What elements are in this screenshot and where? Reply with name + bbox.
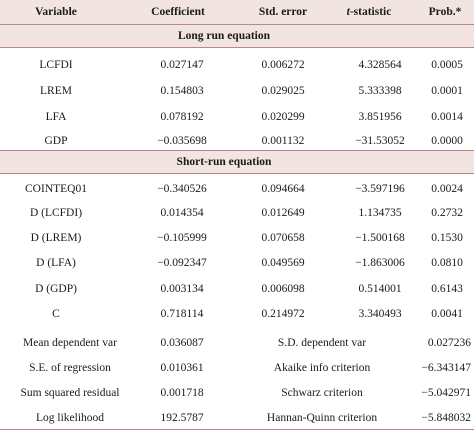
stat-value: 0.036087 <box>160 337 204 349</box>
stat-value: −6.343147 <box>421 362 471 374</box>
stat-value: 0.027236 <box>427 337 471 349</box>
stat-value: 0.001718 <box>160 387 204 399</box>
variable-name: D (LFA) <box>36 257 76 269</box>
std-error-value: 0.012649 <box>261 207 305 219</box>
rule <box>0 150 474 151</box>
stat-label: S.E. of regression <box>29 362 111 374</box>
coefficient-value: 0.078192 <box>160 111 204 123</box>
section-title-short-run: Short-run equation <box>176 156 272 168</box>
coefficient-value: 0.003134 <box>160 283 204 295</box>
variable-name: LREM <box>40 85 72 97</box>
col-header-prob: Prob.* <box>428 6 462 18</box>
prob-value: 0.0024 <box>431 183 463 195</box>
std-error-value: 0.006098 <box>261 283 305 295</box>
stat-value: 0.010361 <box>160 362 204 374</box>
variable-name: D (GDP) <box>35 283 77 295</box>
section-band-long-run <box>0 25 474 47</box>
stat-value: 192.5787 <box>160 412 204 424</box>
coefficient-value: 0.718114 <box>160 308 204 320</box>
t-statistic-value: −3.597196 <box>355 183 405 195</box>
rule <box>0 173 474 174</box>
t-statistic-value: 5.333398 <box>358 85 402 97</box>
coefficient-value: −0.105999 <box>157 232 207 244</box>
variable-name: D (LREM) <box>30 232 82 244</box>
col-header-coefficient: Coefficient <box>151 6 205 18</box>
t-rest: -statistic <box>349 6 392 18</box>
stat-label: S.D. dependent var <box>277 337 367 349</box>
col-header-variable: Variable <box>35 6 77 18</box>
prob-value: 0.0014 <box>431 111 463 123</box>
coefficient-value: 0.154803 <box>160 85 204 97</box>
stat-label: Hannan-Quinn criterion <box>266 412 378 424</box>
t-statistic-value: 0.514001 <box>358 283 402 295</box>
stat-label: Akaike info criterion <box>273 362 371 374</box>
stat-label: Sum squared residual <box>20 387 120 399</box>
col-header-t-statistic: t-statistic <box>347 5 392 19</box>
prob-value: 0.1530 <box>431 232 463 244</box>
stat-label: Mean dependent var <box>23 337 117 349</box>
t-statistic-value: 4.328564 <box>358 59 402 71</box>
variable-name: D (LCFDI) <box>29 207 83 219</box>
variable-name: LCFDI <box>39 59 73 71</box>
stat-label: Schwarz criterion <box>281 387 363 399</box>
coefficient-value: −0.340526 <box>157 183 207 195</box>
t-statistic-value: −31.53052 <box>355 135 405 147</box>
stat-value: −5.042971 <box>421 387 471 399</box>
section-title-long-run: Long run equation <box>177 30 271 42</box>
std-error-value: 0.006272 <box>261 59 305 71</box>
t-statistic-value: −1.863006 <box>355 257 405 269</box>
std-error-value: 0.049569 <box>261 257 305 269</box>
prob-value: 0.0005 <box>431 59 463 71</box>
prob-value: 0.0001 <box>431 85 463 97</box>
t-statistic-value: 3.340493 <box>358 308 402 320</box>
prob-value: 0.2732 <box>431 207 463 219</box>
prob-value: 0.6143 <box>431 283 463 295</box>
rule <box>0 24 474 25</box>
std-error-value: 0.029025 <box>261 85 305 97</box>
prob-value: 0.0041 <box>431 308 463 320</box>
variable-name: COINTEQ01 <box>25 183 87 195</box>
coefficient-value: 0.014354 <box>160 207 204 219</box>
t-italic: t <box>346 6 350 18</box>
t-statistic-value: 3.851956 <box>358 111 402 123</box>
stat-label: Log likelihood <box>35 412 105 424</box>
coefficient-value: 0.027147 <box>160 59 204 71</box>
std-error-value: 0.020299 <box>261 111 305 123</box>
prob-value: 0.0000 <box>431 135 463 147</box>
std-error-value: 0.001132 <box>261 135 305 147</box>
t-statistic-value: −1.500168 <box>355 232 405 244</box>
prob-value: 0.0810 <box>431 257 463 269</box>
stat-value: −5.848032 <box>421 412 471 424</box>
std-error-value: 0.214972 <box>261 308 305 320</box>
table-header-band <box>0 0 474 24</box>
t-statistic-value: 1.134735 <box>358 207 402 219</box>
coefficient-value: −0.035698 <box>157 135 207 147</box>
rule <box>0 47 474 48</box>
coefficient-value: −0.092347 <box>157 257 207 269</box>
std-error-value: 0.070658 <box>261 232 305 244</box>
variable-name: C <box>52 308 60 320</box>
col-header-std-error: Std. error <box>258 6 308 18</box>
variable-name: GDP <box>44 135 68 147</box>
std-error-value: 0.094664 <box>261 183 305 195</box>
section-band-short-run <box>0 151 474 173</box>
variable-name: LFA <box>45 111 67 123</box>
